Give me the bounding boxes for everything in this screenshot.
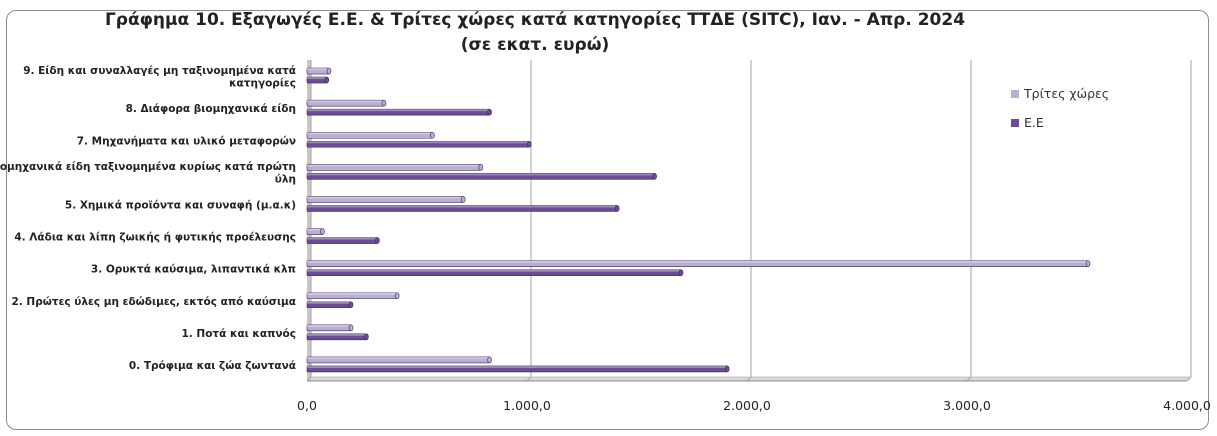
bar-highlight xyxy=(307,356,490,359)
chart-title: Γράφημα 10. Εξαγωγές Ε.Ε. & Τρίτες χώρες… xyxy=(104,10,966,30)
category-label: 0. Τρόφιμα και ζώα ζωντανά xyxy=(129,360,296,372)
bar-highlight xyxy=(307,228,323,231)
legend-swatch xyxy=(1011,90,1019,98)
gridline-foot xyxy=(306,376,312,382)
bar-cap xyxy=(324,76,330,84)
bar-cap xyxy=(478,164,484,171)
bar-highlight xyxy=(307,205,618,208)
bar-highlight xyxy=(307,269,681,272)
bar-cap xyxy=(1085,260,1091,267)
category-label: 3. Ορυκτά καύσιμα, λιπαντικά κλπ xyxy=(91,264,296,276)
bar-highlight xyxy=(307,100,384,103)
x-tick-label: 0,0 xyxy=(297,398,317,413)
category-label: ύλη xyxy=(275,174,296,186)
bar-cap xyxy=(394,292,400,300)
bar-highlight xyxy=(307,196,464,199)
bar-highlight xyxy=(307,260,1088,263)
category-label: 4. Λάδια και λίπη ζωικής ή φυτικής προέλ… xyxy=(14,232,296,244)
x-tick-label: 1.000,0 xyxy=(503,398,551,413)
bar-cap xyxy=(326,67,332,75)
bar-cap xyxy=(487,108,492,116)
bar-cap xyxy=(348,324,354,332)
category-label: 1. Ποτά και καπνός xyxy=(181,328,296,340)
bar-cap xyxy=(375,237,380,244)
gridline-foot xyxy=(966,376,972,382)
bar-highlight xyxy=(307,365,728,368)
bar-cap xyxy=(678,269,684,276)
bar-highlight xyxy=(307,324,351,327)
bar-highlight xyxy=(307,173,655,176)
bar-cap xyxy=(430,131,435,139)
category-label: 8. Διάφορα βιομηχανικά είδη xyxy=(126,103,296,115)
bar-highlight xyxy=(307,141,530,144)
legend-swatch xyxy=(1011,119,1019,127)
bar-cap xyxy=(460,196,466,203)
category-label: 6. Βιομηχανικά είδη ταξινομημένα κυρίως … xyxy=(0,161,296,173)
bar-cap xyxy=(614,205,620,212)
bar-cap xyxy=(487,356,492,364)
bar-highlight xyxy=(307,301,351,304)
category-label: 9. Είδη και συναλλαγές μη ταξινομημένα κ… xyxy=(23,65,296,77)
gridline-foot xyxy=(526,376,532,382)
bar-highlight xyxy=(307,132,433,135)
gridline-foot xyxy=(746,376,752,382)
category-label: κατηγορίες xyxy=(229,77,296,89)
category-label: 2. Πρώτες ύλες μη εδώδιμες, εκτός από κα… xyxy=(11,296,296,308)
bar-highlight xyxy=(307,68,329,71)
bar-cap xyxy=(724,365,730,373)
legend-label: Τρίτες χώρες xyxy=(1023,86,1109,101)
bar-cap xyxy=(526,140,532,148)
x-tick-label: 3.000,0 xyxy=(943,398,991,413)
plot-side-wall xyxy=(307,60,311,381)
bar-highlight xyxy=(307,292,398,295)
bar-highlight xyxy=(307,164,481,167)
bar-cap xyxy=(652,173,657,180)
gridline-foot xyxy=(1186,376,1192,382)
bar-highlight xyxy=(307,333,367,336)
bar-highlight xyxy=(307,77,327,80)
bar-cap xyxy=(320,228,325,235)
bar-cap xyxy=(381,99,387,107)
chart-subtitle: (σε εκατ. ευρώ) xyxy=(460,35,610,55)
x-tick-label: 4.000,0 xyxy=(1163,398,1211,413)
x-tick-label: 2.000,0 xyxy=(723,398,771,413)
bar-cap xyxy=(348,301,354,309)
bar-highlight xyxy=(307,109,490,112)
chart-frame xyxy=(6,10,1209,430)
bar-highlight xyxy=(307,237,378,240)
bar-cap xyxy=(364,333,369,341)
category-label: 7. Μηχανήματα και υλικό μεταφορών xyxy=(77,135,296,147)
legend-label: Ε.Ε xyxy=(1024,115,1044,130)
category-label: 5. Χημικά προϊόντα και συναφή (μ.α.κ) xyxy=(65,199,296,211)
